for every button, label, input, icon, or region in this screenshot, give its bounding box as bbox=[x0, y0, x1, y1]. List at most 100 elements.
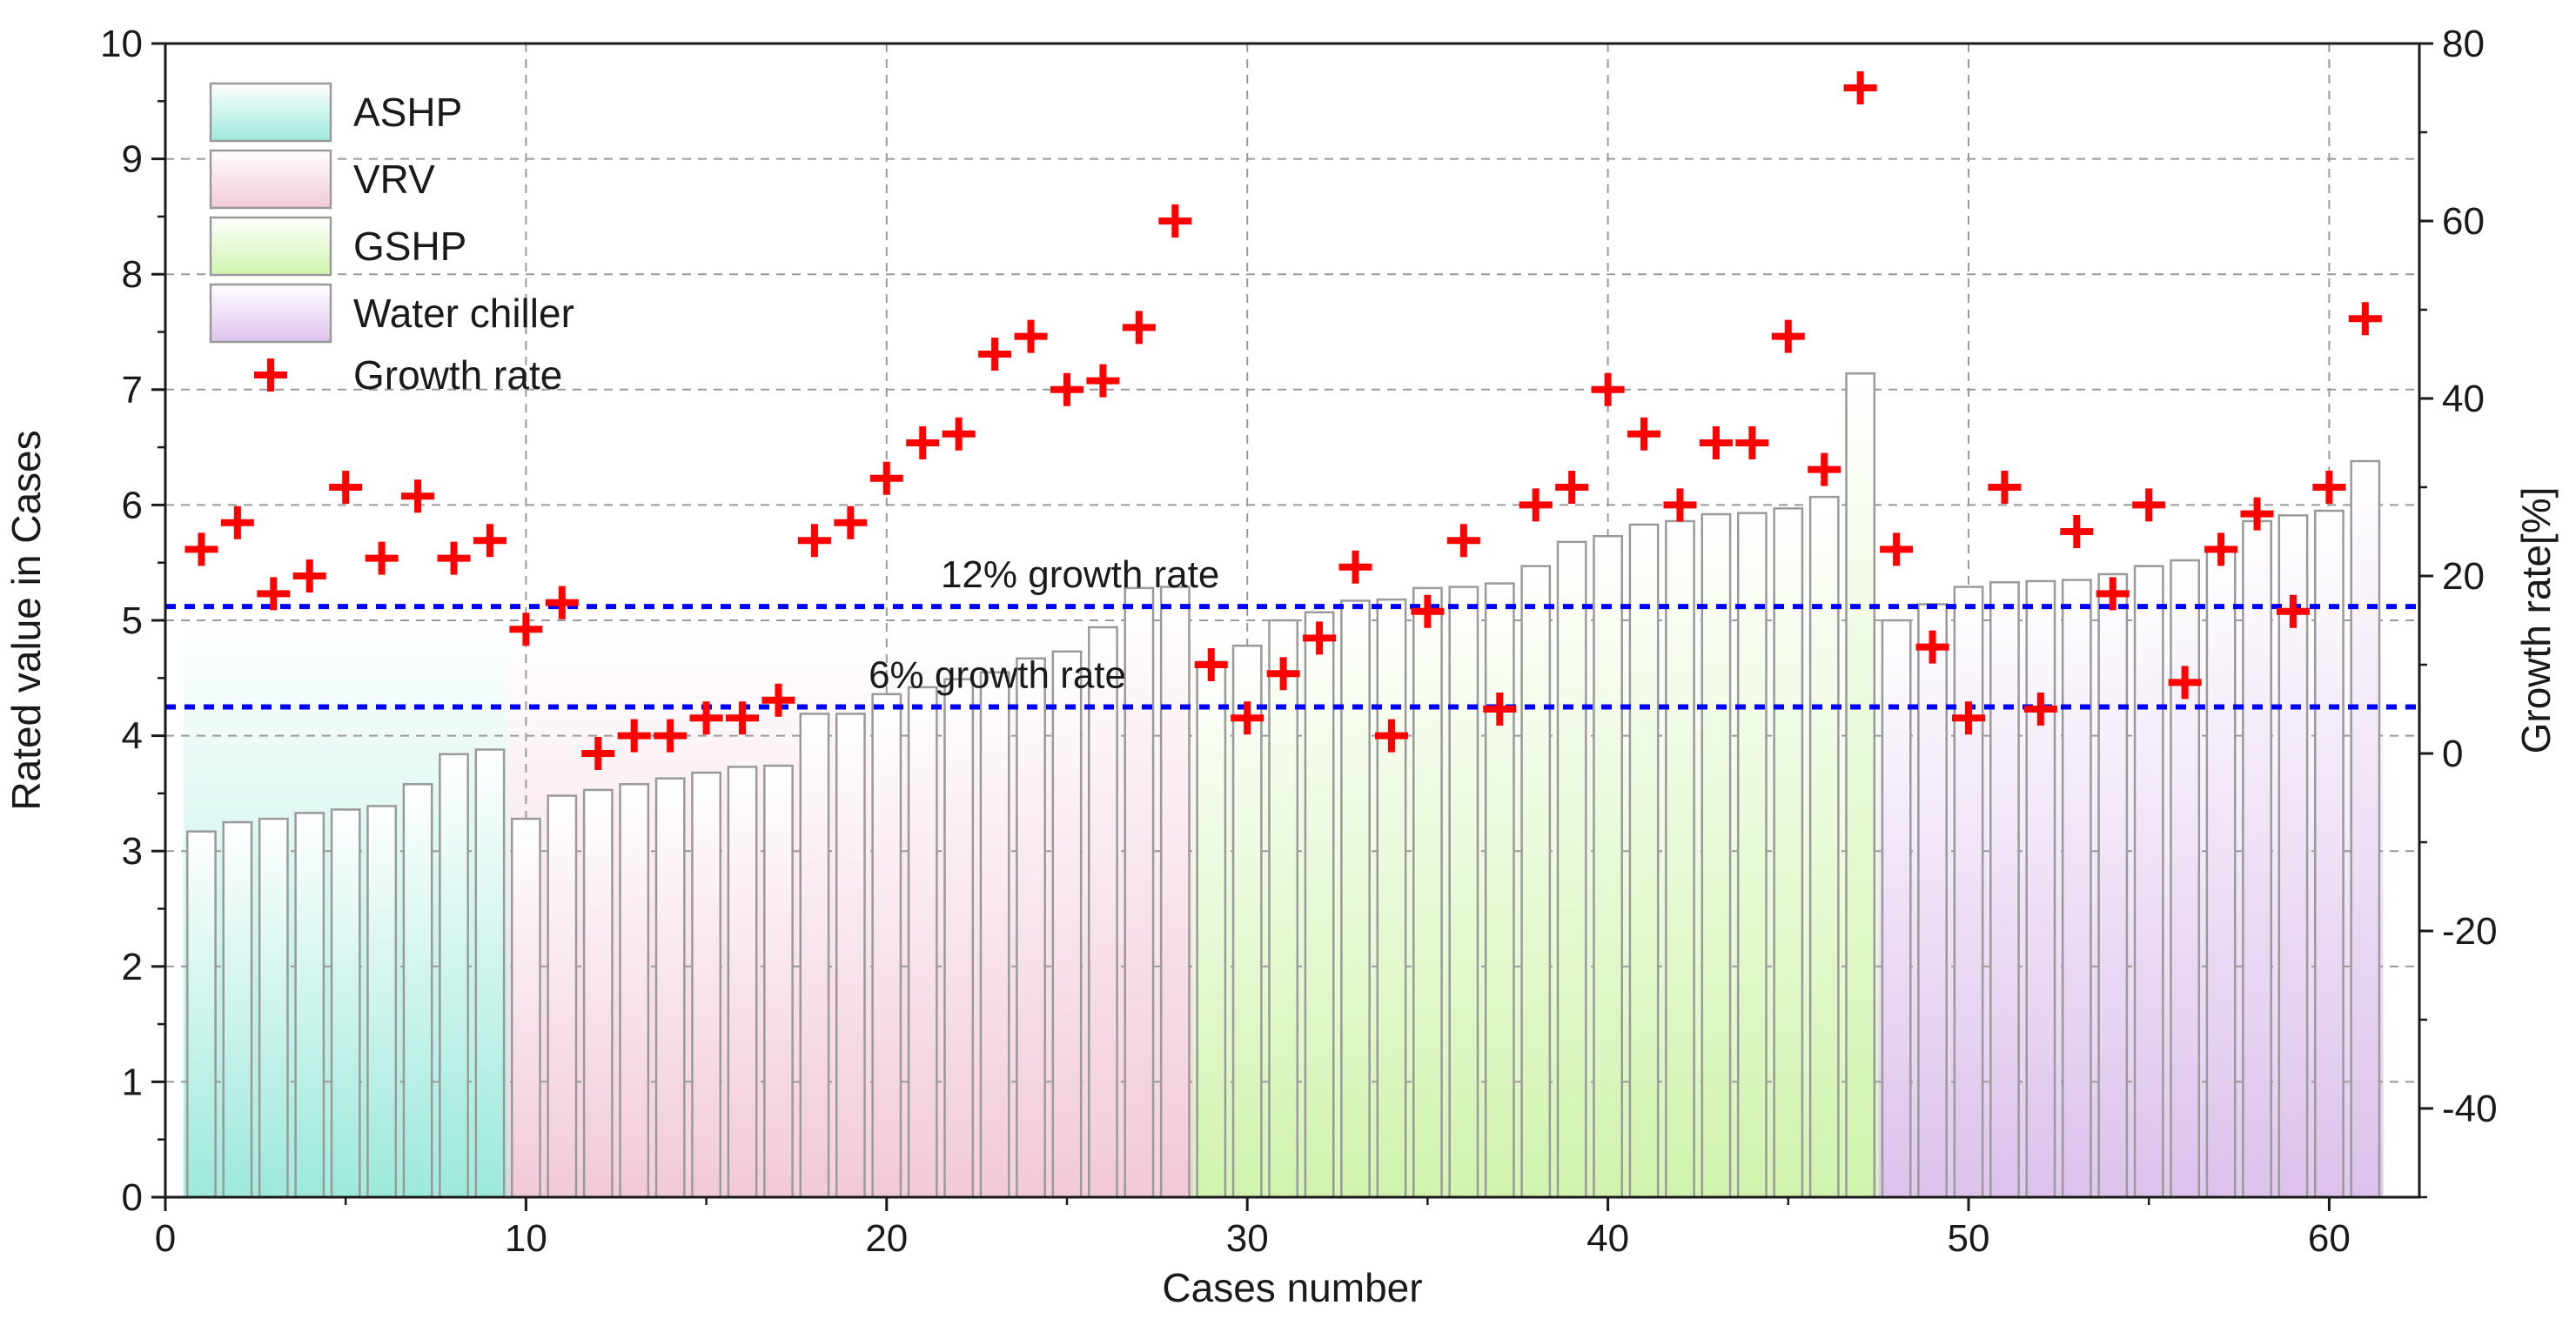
bar-gshp-45 bbox=[1773, 507, 1804, 1199]
bar-vrv-25 bbox=[1051, 650, 1083, 1199]
bar-water-chiller-55 bbox=[2133, 565, 2164, 1199]
bar-vrv-14 bbox=[654, 777, 686, 1199]
bar-vrv-21 bbox=[907, 686, 938, 1199]
growth-rate-point-26 bbox=[1086, 364, 1120, 398]
growth-rate-point-41 bbox=[1627, 417, 1661, 451]
bar-water-chiller-61 bbox=[2350, 459, 2381, 1199]
bar-ashp-2 bbox=[222, 820, 253, 1199]
legend: ASHP VRV GSHP Water chiller Growth rate bbox=[209, 82, 574, 398]
x-tick-label: 30 bbox=[1226, 1217, 1269, 1260]
y2-tick-label: 0 bbox=[2442, 733, 2463, 775]
growth-rate-point-8 bbox=[437, 541, 471, 575]
y-tick-label: 10 bbox=[100, 23, 143, 65]
bar-gshp-40 bbox=[1593, 534, 1624, 1199]
bar-gshp-38 bbox=[1520, 565, 1552, 1199]
bar-gshp-35 bbox=[1412, 586, 1443, 1199]
bar-water-chiller-56 bbox=[2170, 559, 2201, 1199]
bar-vrv-16 bbox=[727, 766, 758, 1199]
y2-tick-label: 60 bbox=[2442, 200, 2485, 243]
growth-rate-point-48 bbox=[1880, 532, 1914, 566]
bar-ashp-1 bbox=[186, 830, 217, 1199]
reference-line-label-2: 6% growth rate bbox=[869, 653, 1126, 696]
growth-rate-point-54 bbox=[2096, 577, 2130, 611]
growth-rate-point-33 bbox=[1338, 550, 1372, 584]
legend-swatch-gshp bbox=[209, 216, 332, 277]
bar-gshp-47 bbox=[1845, 372, 1876, 1199]
bar-ashp-4 bbox=[294, 812, 325, 1199]
growth-rate-point-12 bbox=[581, 737, 615, 770]
y-tick-label: 6 bbox=[122, 484, 143, 526]
bar-water-chiller-57 bbox=[2205, 546, 2237, 1199]
y2-tick-label: -40 bbox=[2442, 1088, 2498, 1130]
bar-gshp-34 bbox=[1376, 598, 1407, 1199]
growth-rate-point-32 bbox=[1303, 621, 1337, 655]
y-tick-label: 2 bbox=[122, 946, 143, 988]
y2-tick-label: 40 bbox=[2442, 378, 2485, 420]
y2-tick-label: 20 bbox=[2442, 555, 2485, 598]
x-tick-label: 20 bbox=[865, 1217, 908, 1260]
legend-label-gshp: GSHP bbox=[353, 224, 466, 269]
bar-gshp-37 bbox=[1484, 582, 1515, 1199]
y-axis-title: Rated value in Cases bbox=[3, 430, 49, 810]
x-tick-label: 0 bbox=[155, 1217, 176, 1260]
growth-rate-point-21 bbox=[906, 426, 940, 459]
bar-gshp-32 bbox=[1304, 611, 1335, 1199]
growth-rate-point-19 bbox=[834, 505, 868, 539]
growth-rate-point-3 bbox=[257, 577, 291, 611]
growth-rate-point-57 bbox=[2204, 532, 2238, 566]
bar-vrv-11 bbox=[547, 794, 578, 1199]
bar-ashp-9 bbox=[474, 748, 506, 1199]
bar-vrv-17 bbox=[763, 764, 794, 1199]
y-tick-label: 0 bbox=[122, 1176, 143, 1219]
growth-rate-point-18 bbox=[797, 524, 831, 558]
growth-rate-point-22 bbox=[942, 417, 976, 451]
growth-rate-point-5 bbox=[329, 471, 363, 504]
growth-rate-point-28 bbox=[1158, 204, 1192, 238]
growth-rate-point-45 bbox=[1771, 319, 1805, 353]
growth-rate-point-51 bbox=[1988, 471, 2022, 504]
bar-vrv-18 bbox=[799, 713, 830, 1199]
growth-rate-series bbox=[184, 71, 2382, 770]
bar-ashp-6 bbox=[366, 805, 398, 1199]
bar-vrv-12 bbox=[582, 788, 614, 1199]
growth-rate-point-23 bbox=[978, 338, 1012, 371]
y-tick-label: 7 bbox=[122, 369, 143, 412]
growth-rate-point-60 bbox=[2312, 471, 2346, 504]
bar-water-chiller-51 bbox=[1989, 580, 2020, 1199]
growth-rate-point-11 bbox=[545, 586, 579, 619]
growth-rate-point-43 bbox=[1699, 426, 1733, 459]
reference-line-label-1: 12% growth rate bbox=[941, 553, 1219, 596]
legend-label-ashp: ASHP bbox=[353, 90, 462, 135]
growth-rate-point-38 bbox=[1519, 488, 1553, 522]
growth-rate-point-56 bbox=[2168, 666, 2202, 700]
growth-rate-point-17 bbox=[761, 683, 795, 717]
growth-rate-point-20 bbox=[869, 461, 903, 495]
growth-rate-point-37 bbox=[1483, 693, 1517, 726]
legend-swatch-vrv bbox=[209, 149, 332, 210]
y-tick-label: 8 bbox=[122, 253, 143, 296]
growth-rate-point-44 bbox=[1735, 426, 1769, 459]
bar-gshp-33 bbox=[1340, 599, 1371, 1199]
growth-rate-point-49 bbox=[1915, 630, 1949, 664]
legend-swatch-water-chiller bbox=[209, 283, 332, 344]
bar-water-chiller-53 bbox=[2061, 579, 2092, 1199]
bar-vrv-26 bbox=[1088, 626, 1118, 1199]
growth-rate-point-9 bbox=[473, 524, 506, 558]
bar-gshp-36 bbox=[1448, 586, 1479, 1199]
growth-rate-point-55 bbox=[2132, 488, 2166, 522]
y2-axis-title: Growth rate[%] bbox=[2513, 487, 2559, 754]
y-tick-label: 4 bbox=[122, 715, 143, 758]
bar-water-chiller-48 bbox=[1881, 619, 1912, 1199]
y-axis-ticks: 0 1 2 3 4 5 6 7 8 9 10 bbox=[100, 23, 165, 1219]
growth-rate-point-59 bbox=[2276, 594, 2310, 628]
bar-gshp-29 bbox=[1196, 660, 1227, 1199]
bar-ashp-8 bbox=[439, 753, 469, 1199]
bar-ashp-3 bbox=[258, 817, 289, 1199]
growth-rate-point-27 bbox=[1122, 311, 1156, 345]
growth-rate-point-14 bbox=[654, 719, 688, 753]
growth-rate-point-50 bbox=[1952, 701, 1985, 735]
growth-rate-point-31 bbox=[1266, 657, 1300, 691]
bar-water-chiller-54 bbox=[2097, 572, 2129, 1199]
bar-water-chiller-59 bbox=[2277, 514, 2309, 1199]
